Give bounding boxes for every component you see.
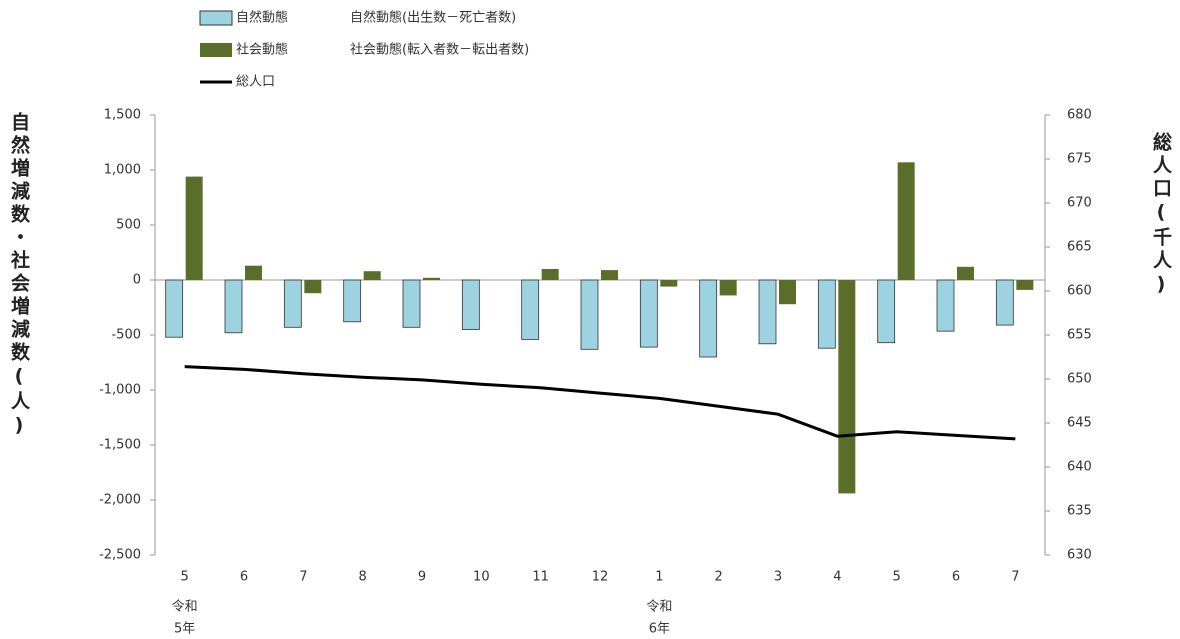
y2-tick-label: 630 xyxy=(1067,548,1092,563)
legend-note: 自然動態(出生数－死亡者数) xyxy=(350,10,516,26)
bar xyxy=(580,279,599,350)
y2-tick-label: 665 xyxy=(1067,240,1092,255)
bar xyxy=(402,279,421,328)
x-tick-label: 6 xyxy=(240,570,248,585)
x-tick-label: 5 xyxy=(893,570,901,585)
x-tick-label: 2 xyxy=(715,570,723,585)
bar xyxy=(779,280,796,305)
x-tick-label: 7 xyxy=(299,570,307,585)
line xyxy=(184,365,1016,441)
bar xyxy=(245,265,262,280)
y-tick-label: 1,000 xyxy=(104,163,141,178)
y2-tick-label: 650 xyxy=(1067,372,1092,387)
y2-tick-label: 640 xyxy=(1067,460,1092,475)
y-tick-label: -2,000 xyxy=(99,493,141,508)
x-tick-label: 1 xyxy=(655,570,663,585)
bar xyxy=(185,176,203,280)
x-tick-label: 10 xyxy=(473,570,490,585)
bar xyxy=(521,279,540,340)
legend-label: 自然動態 xyxy=(236,10,288,26)
bar xyxy=(639,279,658,348)
legend-label: 総人口 xyxy=(236,75,275,90)
bar xyxy=(541,269,559,280)
y2-tick-label: 645 xyxy=(1067,416,1092,431)
x-sublabel: 令和 xyxy=(646,600,672,615)
bar xyxy=(224,279,243,334)
y-tick-label: -500 xyxy=(111,328,141,343)
x-tick-label: 12 xyxy=(592,570,609,585)
bar xyxy=(283,279,302,328)
bar xyxy=(343,279,362,323)
bar xyxy=(304,280,322,294)
bar xyxy=(995,279,1014,326)
x-tick-label: 4 xyxy=(833,570,841,585)
x-tick-label: 3 xyxy=(774,570,782,585)
legend-note: 社会動態(転入者数－転出者数) xyxy=(350,42,529,58)
bar xyxy=(601,270,618,280)
y-axis-label: 自然増減数・社会増減数(人) xyxy=(8,112,30,440)
bar xyxy=(877,279,896,344)
bar xyxy=(363,271,381,280)
legend-swatch xyxy=(199,10,233,26)
y2-tick-label: 675 xyxy=(1067,152,1092,167)
y2-tick-label: 670 xyxy=(1067,196,1092,211)
bar xyxy=(936,279,955,332)
legend-swatch xyxy=(200,43,232,57)
x-tick-label: 11 xyxy=(532,570,549,585)
bar xyxy=(423,277,440,280)
x-sublabel: 5年 xyxy=(174,622,195,637)
x-tick-label: 8 xyxy=(359,570,367,585)
y-tick-label: 1,500 xyxy=(104,108,141,123)
y2-tick-label: 660 xyxy=(1067,284,1092,299)
x-tick-label: 9 xyxy=(418,570,426,585)
bar xyxy=(957,266,974,280)
bar xyxy=(817,279,836,349)
bar xyxy=(897,162,915,280)
bar xyxy=(660,280,678,287)
x-tick-label: 5 xyxy=(181,570,189,585)
y-tick-label: 0 xyxy=(133,273,141,288)
bar xyxy=(461,279,480,330)
legend-label: 社会動態 xyxy=(236,42,288,58)
x-tick-label: 7 xyxy=(1011,570,1019,585)
bar xyxy=(699,279,718,358)
y2-axis-label: 総人口(千人) xyxy=(1150,132,1172,299)
y2-tick-label: 680 xyxy=(1067,108,1092,123)
y-tick-label: -1,000 xyxy=(99,383,141,398)
y-tick-label: -1,500 xyxy=(99,438,141,453)
bar xyxy=(165,279,184,338)
bar xyxy=(838,280,856,494)
bar xyxy=(719,280,737,296)
x-tick-label: 6 xyxy=(952,570,960,585)
y-tick-label: 500 xyxy=(116,218,141,233)
y2-tick-label: 655 xyxy=(1067,328,1092,343)
x-sublabel: 6年 xyxy=(649,622,670,637)
y-tick-label: -2,500 xyxy=(99,548,141,563)
y2-tick-label: 635 xyxy=(1067,504,1092,519)
x-sublabel: 令和 xyxy=(172,600,198,615)
bar xyxy=(1016,280,1034,290)
bar xyxy=(758,279,777,345)
